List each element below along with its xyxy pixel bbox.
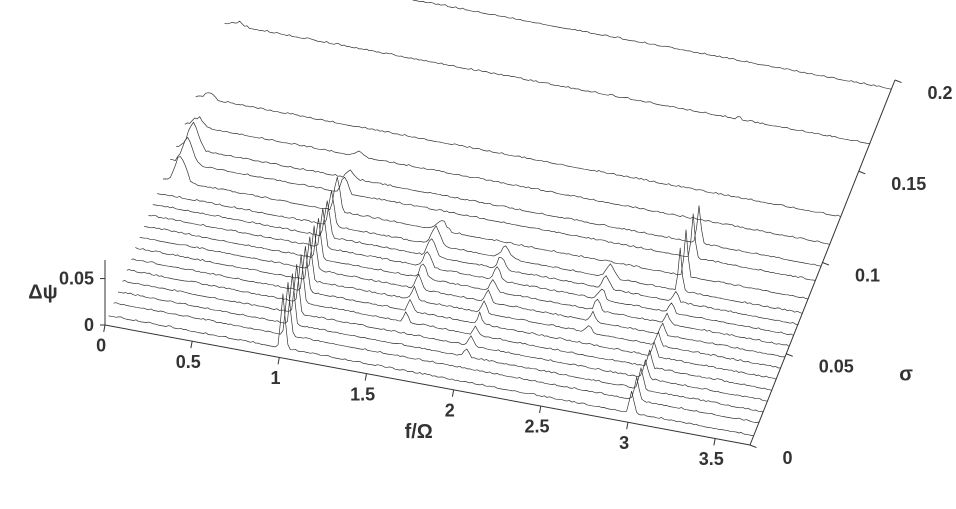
spectrum-trace	[157, 191, 802, 314]
spectrum-trace	[109, 294, 754, 436]
spectrum-trace	[131, 246, 776, 379]
x-tick-label: 3.5	[699, 449, 724, 469]
spectrum-trace	[127, 255, 772, 390]
spectrum-trace	[246, 0, 891, 89]
x-tick-label: 2.5	[524, 417, 549, 437]
x-tick-label: 0.5	[176, 352, 201, 372]
z-tick-label: 0	[84, 315, 94, 335]
spectrum-trace	[140, 226, 785, 357]
x-tick-label: 2	[445, 401, 455, 421]
spectrum-trace	[118, 274, 763, 412]
spectrum-trace	[144, 218, 789, 346]
spectrum-trace	[225, 21, 870, 144]
spectrum-trace	[185, 117, 830, 245]
spectrum-trace	[122, 264, 767, 401]
x-tick-label: 1	[270, 368, 280, 388]
x-axis-label: f/Ω	[405, 421, 433, 443]
y-tick-label: 0	[783, 448, 793, 468]
waterfall-spectrum-chart: 0 0.5 1 1.5 2 2.5 3 3.5 0 0.05 0.1 0.15 0.2 0 0.05 f/Ω…	[0, 0, 956, 509]
x-tick-label: 1.5	[350, 384, 375, 404]
spectrum-trace	[196, 93, 841, 217]
y-axis-label: σ	[899, 364, 913, 386]
spectrum-trace	[170, 137, 815, 280]
spectrum-trace	[114, 282, 759, 422]
y-tick-label: 0.2	[928, 83, 953, 103]
x-tick-label: 3	[619, 433, 629, 453]
y-tick-label: 0.15	[891, 174, 926, 194]
z-tick-label: 0.05	[59, 269, 94, 289]
spectrum-trace	[176, 122, 821, 266]
y-tick-label: 0.05	[819, 357, 854, 377]
x-tick-label: 0	[96, 336, 106, 356]
z-axis-label: Δψ	[28, 282, 57, 304]
y-tick-label: 0.1	[855, 265, 880, 285]
